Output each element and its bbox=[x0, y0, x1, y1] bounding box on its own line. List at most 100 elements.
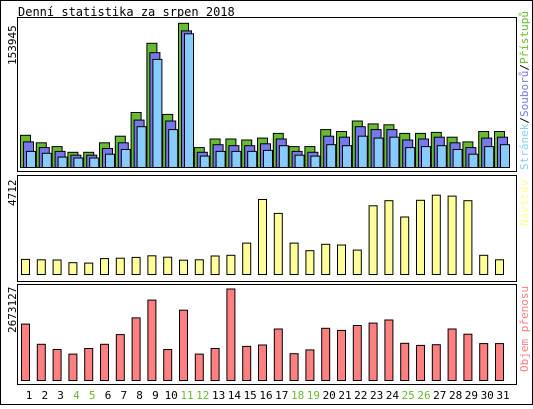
bar-pages-13 bbox=[215, 150, 226, 168]
bar-traffic-28 bbox=[447, 328, 457, 381]
day-label-12: 12 bbox=[196, 389, 209, 402]
bar-pages-24 bbox=[389, 136, 400, 168]
day-label-30: 30 bbox=[481, 389, 494, 402]
bar-pages-25 bbox=[405, 147, 416, 169]
day-label-23: 23 bbox=[370, 389, 383, 402]
legend-access: Přístupů bbox=[518, 11, 531, 64]
day-labels: 1 2 3 4 5 6 7 8 9 10 11 12 13 14 15 16 17 18 19 20 21 22 23 24 2… bbox=[26, 389, 510, 402]
bar-visits-13 bbox=[210, 255, 220, 275]
day-label-17: 17 bbox=[275, 389, 288, 402]
day-label-6: 6 bbox=[105, 389, 112, 402]
bar-visits-16 bbox=[258, 199, 267, 275]
bar-visits-23 bbox=[368, 205, 378, 275]
bar-traffic-22 bbox=[352, 325, 362, 381]
bar-visits-2 bbox=[36, 259, 46, 275]
bar-traffic-3 bbox=[52, 349, 62, 381]
day-label-14: 14 bbox=[228, 389, 242, 402]
day-label-13: 13 bbox=[212, 389, 225, 402]
bar-traffic-4 bbox=[68, 353, 78, 382]
bar-pages-1 bbox=[26, 150, 36, 168]
bar-visits-6 bbox=[100, 258, 109, 276]
bar-pages-27 bbox=[436, 145, 447, 168]
bar-pages-20 bbox=[326, 144, 337, 168]
bar-pages-26 bbox=[421, 146, 431, 169]
bar-pages-2 bbox=[41, 152, 52, 169]
legend-pages: Stránek bbox=[518, 123, 531, 170]
bar-pages-6 bbox=[105, 153, 115, 168]
bar-traffic-15 bbox=[242, 345, 252, 381]
bar-visits-26 bbox=[416, 199, 425, 275]
bar-traffic-5 bbox=[84, 348, 94, 381]
bar-visits-4 bbox=[68, 262, 78, 276]
day-label-9: 9 bbox=[152, 389, 159, 402]
bar-traffic-25 bbox=[400, 342, 410, 381]
bar-traffic-21 bbox=[337, 329, 346, 381]
day-label-19: 19 bbox=[307, 389, 320, 402]
bar-pages-3 bbox=[57, 156, 68, 169]
bar-pages-4 bbox=[73, 157, 84, 168]
bar-pages-11 bbox=[184, 33, 194, 168]
bar-visits-15 bbox=[242, 242, 252, 276]
day-label-31: 31 bbox=[496, 389, 509, 402]
bar-traffic-8 bbox=[131, 317, 141, 381]
bar-traffic-19 bbox=[305, 349, 315, 381]
day-label-16: 16 bbox=[259, 389, 272, 402]
bar-visits-9 bbox=[147, 255, 157, 276]
bar-pages-22 bbox=[357, 135, 368, 168]
bar-visits-27 bbox=[431, 194, 441, 275]
day-label-1: 1 bbox=[26, 389, 33, 402]
bar-pages-10 bbox=[168, 129, 179, 169]
bar-visits-3 bbox=[52, 259, 62, 275]
bar-traffic-30 bbox=[479, 343, 489, 382]
bar-pages-21 bbox=[342, 145, 352, 168]
bar-traffic-7 bbox=[115, 334, 125, 382]
panel3-bars bbox=[21, 288, 504, 382]
day-label-27: 27 bbox=[433, 389, 446, 402]
bar-visits-19 bbox=[305, 250, 315, 275]
bar-pages-8 bbox=[136, 126, 147, 168]
bar-visits-29 bbox=[463, 200, 473, 275]
day-label-15: 15 bbox=[244, 389, 257, 402]
bar-pages-15 bbox=[247, 150, 258, 168]
bar-pages-31 bbox=[500, 144, 510, 168]
chart-title: Denní statistika za srpen 2018 bbox=[18, 5, 235, 19]
day-label-29: 29 bbox=[465, 389, 478, 402]
bar-traffic-27 bbox=[431, 344, 441, 382]
bar-traffic-18 bbox=[289, 353, 299, 382]
day-label-25: 25 bbox=[402, 389, 415, 402]
bar-visits-22 bbox=[352, 249, 362, 276]
bar-pages-9 bbox=[152, 58, 163, 168]
bar-traffic-12 bbox=[194, 353, 204, 382]
legend-sep-1: / bbox=[518, 117, 531, 124]
bar-visits-10 bbox=[163, 256, 173, 276]
bar-pages-14 bbox=[231, 150, 242, 168]
day-label-20: 20 bbox=[323, 389, 336, 402]
bar-pages-29 bbox=[468, 153, 479, 168]
bar-visits-12 bbox=[194, 259, 204, 275]
bar-traffic-2 bbox=[36, 343, 46, 381]
bar-visits-11 bbox=[179, 259, 188, 276]
bar-traffic-31 bbox=[495, 343, 504, 382]
bar-visits-7 bbox=[115, 257, 125, 276]
bar-traffic-13 bbox=[210, 348, 220, 381]
bar-traffic-26 bbox=[416, 344, 425, 381]
bar-visits-28 bbox=[447, 195, 457, 276]
bar-visits-24 bbox=[384, 200, 394, 275]
day-label-4: 4 bbox=[73, 389, 80, 402]
legend-sep-2: / bbox=[518, 64, 531, 71]
day-label-5: 5 bbox=[89, 389, 96, 402]
bar-visits-8 bbox=[131, 256, 141, 275]
bar-pages-7 bbox=[120, 149, 131, 168]
day-label-18: 18 bbox=[291, 389, 304, 402]
bar-visits-30 bbox=[479, 254, 489, 276]
panel3-ymax-label: 2673127 bbox=[6, 287, 19, 333]
bar-visits-1 bbox=[21, 258, 30, 275]
bar-pages-28 bbox=[452, 149, 463, 168]
bar-pages-5 bbox=[89, 157, 100, 168]
bar-pages-17 bbox=[278, 145, 289, 168]
bar-pages-19 bbox=[310, 155, 321, 169]
day-label-2: 2 bbox=[41, 389, 48, 402]
panel1-ymax-label: 153945 bbox=[6, 25, 19, 65]
